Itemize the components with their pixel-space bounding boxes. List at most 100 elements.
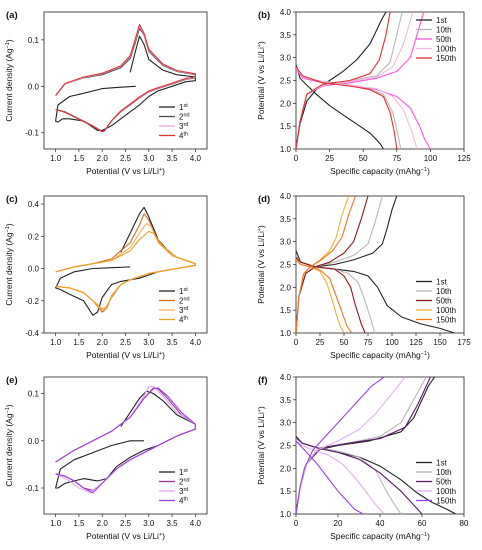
y-axis-label: Potential (V vs Li/Li+) (256, 41, 266, 120)
legend-label: 3rd (179, 122, 188, 131)
charge-curve (296, 377, 385, 514)
y-tick-label: 1.0 (280, 329, 292, 338)
y-tick-label: -0.1 (25, 129, 39, 138)
y-axis-label: Current density (Ag−1) (4, 223, 14, 306)
x-tick-label: 100 (385, 338, 399, 347)
x-tick-label: 1.0 (50, 519, 62, 528)
charge-curve (296, 196, 398, 333)
discharge-curve (296, 66, 398, 149)
y-tick-label: 0.0 (28, 437, 40, 446)
x-axis-label: Specific capacity (mAhg−1) (330, 350, 430, 360)
discharge-curve (296, 257, 366, 333)
x-axis-label: Potential (V vs Li/Li+) (86, 166, 165, 176)
x-tick-label: 25 (325, 154, 334, 163)
legend-label: 150th (436, 54, 456, 63)
legend-label: 1st (179, 287, 188, 296)
legend-label: 3rd (179, 487, 188, 496)
x-tick-label: 1.5 (73, 338, 85, 347)
y-tick-label: 0.4 (28, 200, 40, 209)
legend-label: 1st (179, 468, 188, 477)
x-axis-label: Specific capacity (mAhg−1) (330, 166, 430, 176)
x-tick-label: 25 (316, 338, 325, 347)
legend-label: 150th (436, 497, 456, 506)
x-tick-label: 75 (364, 338, 373, 347)
x-tick-label: 4.0 (190, 154, 202, 163)
y-tick-label: 3.5 (280, 396, 292, 405)
charge-curve (296, 196, 357, 333)
discharge-curve (296, 68, 431, 149)
y-tick-label: 0.0 (28, 82, 40, 91)
legend-label: 10th (436, 26, 452, 35)
legend-label: 4th (179, 497, 188, 506)
charge-curve (296, 12, 387, 149)
legend-label: 2nd (179, 113, 190, 122)
x-tick-label: 100 (424, 154, 438, 163)
legend-label: 100th (436, 306, 456, 315)
y-tick-label: 4.0 (280, 192, 292, 201)
x-tick-label: 4.0 (190, 519, 202, 528)
legend-label: 3rd (179, 306, 188, 315)
series-line (55, 206, 196, 316)
x-tick-label: 1.5 (73, 154, 85, 163)
y-tick-label: 1.0 (280, 510, 292, 519)
series-line (55, 387, 196, 494)
y-tick-label: 4.0 (280, 8, 292, 17)
x-tick-label: 1.5 (73, 519, 85, 528)
legend-label: 1st (436, 278, 447, 287)
y-tick-label: 3.0 (280, 419, 292, 428)
series-group (55, 23, 196, 133)
y-tick-label: 1.5 (280, 306, 292, 315)
series-line (55, 230, 196, 310)
charge-curve (296, 196, 369, 333)
chart-panel-3: (c) 1.0 1.5 2.0 2.5 3.0 3.5 4.0 -0.4 -0.2 0.0 0.2 0.… (4, 194, 208, 360)
chart-panel-1: (a) 1.0 1.5 2.0 2.5 3.0 3.5 4.0 -0.1 0.0 0.1 Potent… (4, 10, 208, 176)
legend-label: 50th (436, 35, 452, 44)
y-tick-label: 3.5 (280, 31, 292, 40)
y-tick-label: 2.5 (280, 261, 292, 270)
discharge-curve (296, 250, 455, 333)
x-tick-label: 150 (433, 338, 447, 347)
y-tick-label: 2.0 (280, 464, 292, 473)
x-tick-label: 3.0 (143, 519, 155, 528)
y-tick-label: -0.2 (25, 297, 39, 306)
series-group (55, 385, 196, 494)
charge-curve (296, 12, 391, 149)
y-tick-label: 3.0 (280, 238, 292, 247)
y-tick-label: 3.0 (280, 54, 292, 63)
x-tick-label: 0 (294, 338, 299, 347)
x-tick-label: 3.5 (167, 338, 179, 347)
panel-label: (f) (258, 375, 268, 386)
legend-label: 50th (436, 297, 452, 306)
y-tick-label: -0.1 (25, 484, 39, 493)
charge-curve (296, 377, 431, 514)
x-axis-label: Potential (V vs Li/Li+) (86, 531, 165, 541)
x-tick-label: 2.5 (120, 154, 132, 163)
x-tick-label: 20 (334, 519, 343, 528)
y-tick-label: 1.5 (280, 122, 292, 131)
discharge-curve (296, 258, 353, 333)
x-tick-label: 2.0 (97, 154, 109, 163)
y-tick-label: 0.0 (28, 265, 40, 274)
x-tick-label: 80 (460, 519, 469, 528)
series-group (296, 196, 455, 333)
x-tick-label: 60 (418, 519, 427, 528)
x-tick-label: 0 (294, 154, 299, 163)
x-tick-label: 1.0 (50, 338, 62, 347)
discharge-curve (296, 64, 384, 149)
series-line (55, 385, 196, 494)
x-tick-label: 2.5 (120, 338, 132, 347)
y-tick-label: 0.1 (28, 36, 40, 45)
x-tick-label: 1.0 (50, 154, 62, 163)
series-line (55, 23, 196, 133)
x-tick-label: 4.0 (190, 338, 202, 347)
chart-panel-6: (f) 0 20 40 60 80 1.0 1.5 2.0 2.5 3.0 3.5 4.0 Specifi… (256, 373, 469, 541)
x-axis-label: Specific capacity (mAhg−1) (330, 531, 430, 541)
y-tick-label: 2.5 (280, 77, 292, 86)
y-axis-label: Potential (V vs Li/Li+) (256, 406, 266, 485)
legend-label: 10th (436, 468, 452, 477)
chart-panel-5: (e) 1.0 1.5 2.0 2.5 3.0 3.5 4.0 -0.1 0.0 0.1 Potent… (4, 375, 208, 541)
